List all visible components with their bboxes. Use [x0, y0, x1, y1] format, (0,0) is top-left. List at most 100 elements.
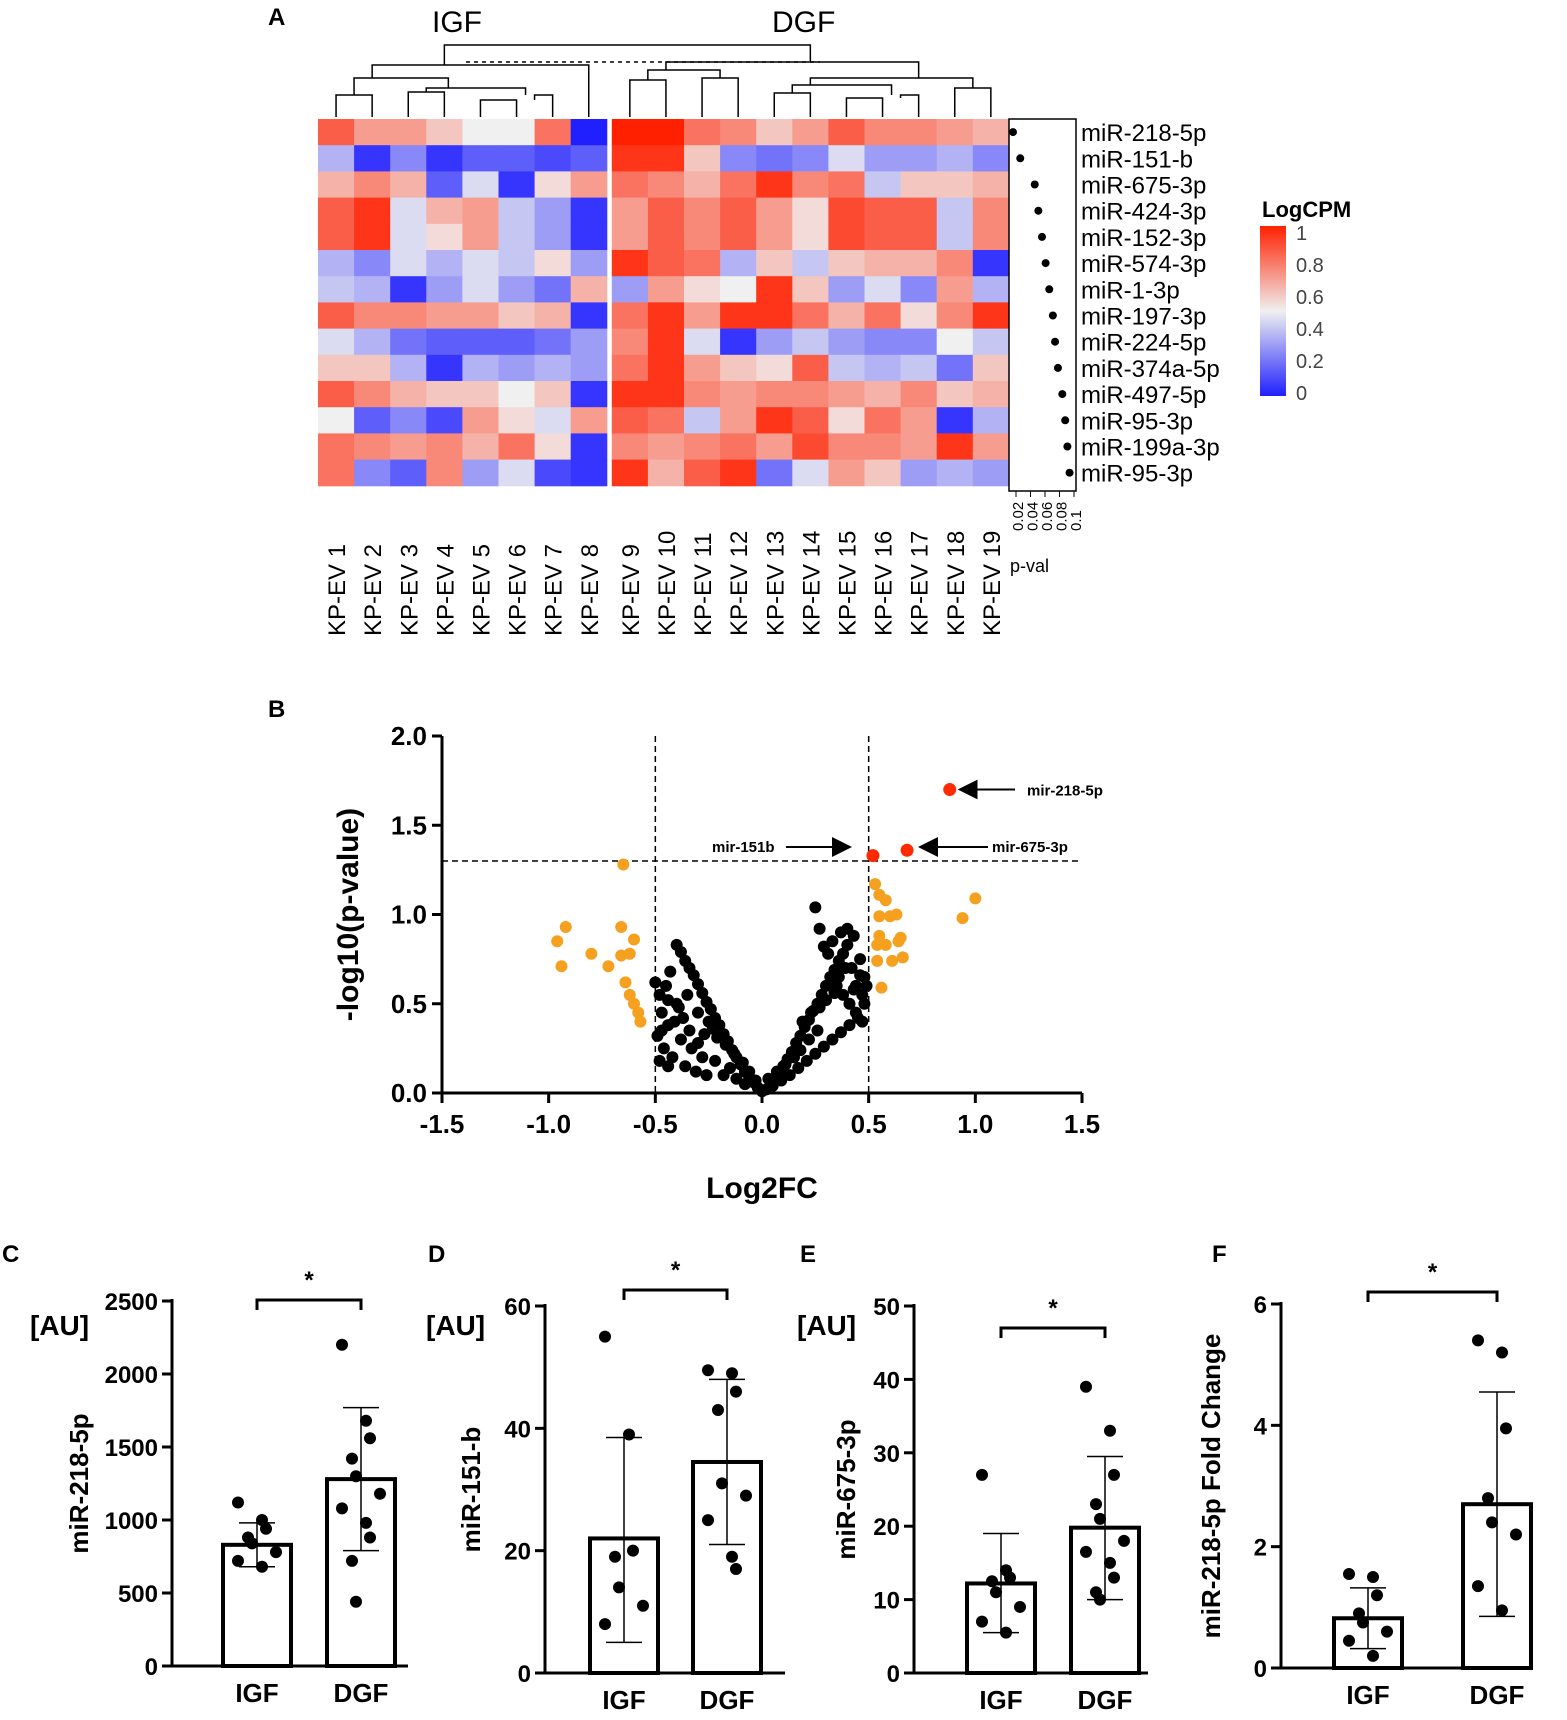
heatmap-cell	[756, 145, 793, 172]
dendrogram-link	[647, 69, 721, 80]
heatmap-cell	[390, 119, 427, 146]
data-point	[1381, 1625, 1393, 1638]
heatmap-cell	[354, 171, 391, 199]
y-tick-label: 4	[1254, 1413, 1268, 1440]
data-point	[990, 1586, 1002, 1599]
heatmap-cell	[462, 276, 499, 303]
heatmap-cell	[647, 433, 685, 461]
pval-tick-label: 0.04	[1025, 502, 1042, 531]
heatmap-cell	[426, 407, 463, 434]
x-tick-label: IGF	[235, 1678, 278, 1708]
heatmap-cell	[354, 459, 391, 487]
dendrogram-link	[773, 92, 812, 117]
heatmap-cell	[972, 119, 1010, 146]
heatmap-cell	[498, 171, 536, 199]
point-ns	[847, 983, 860, 996]
heatmap-cell	[756, 250, 793, 277]
heatmap-cell	[534, 381, 572, 408]
heatmap-cell	[570, 223, 608, 251]
dendrogram-link	[533, 94, 554, 117]
heatmap-cell	[534, 328, 572, 356]
heatmap-cell	[900, 328, 938, 356]
heatmap-cell	[756, 223, 793, 251]
heatmap-cell	[318, 223, 355, 251]
heatmap-cell	[318, 302, 355, 330]
y-tick-label: 0	[887, 1661, 900, 1688]
y-tick-label: 0	[518, 1661, 531, 1688]
heatmap-cell	[828, 381, 865, 408]
data-point	[712, 1403, 724, 1416]
heatmap-cell	[900, 381, 938, 408]
point-ns	[698, 1028, 711, 1041]
y-tick-label: 30	[873, 1441, 900, 1468]
point-ns	[813, 922, 826, 935]
heatmap-cell	[534, 223, 572, 251]
point-ns	[839, 962, 852, 975]
heatmap-cell	[462, 171, 499, 199]
pval-dot	[1053, 363, 1062, 372]
heatmap-cell	[756, 302, 793, 330]
x-tick-label: DGF	[1078, 1685, 1133, 1715]
point-ns	[657, 1042, 670, 1055]
heatmap-cell	[900, 276, 938, 303]
heatmap-cell	[828, 223, 865, 251]
point-trend	[873, 910, 886, 923]
heatmap-cell	[611, 197, 649, 225]
data-point	[270, 1546, 282, 1559]
heatmap-cell	[756, 171, 793, 199]
heatmap-cell	[792, 171, 829, 199]
heatmap-cell	[611, 433, 649, 461]
heatmap-cell	[462, 381, 499, 408]
heatmap-cell	[534, 276, 572, 303]
heatmap-cell	[936, 145, 974, 172]
data-point	[740, 1489, 752, 1502]
data-point	[1371, 1589, 1383, 1602]
column-label: KP-EV 6	[505, 544, 532, 636]
panel-label-a: A	[268, 4, 285, 31]
heatmap-cell	[720, 171, 757, 199]
column-label: KP-EV 7	[541, 544, 568, 636]
heatmap-cell	[498, 276, 536, 303]
point-ns	[662, 994, 675, 1007]
legend-tick-label: 0.6	[1296, 287, 1324, 309]
heatmap-cell	[720, 276, 757, 303]
heatmap-cell	[462, 433, 499, 461]
heatmap-cell	[900, 250, 938, 277]
heatmap-cell	[426, 197, 463, 225]
legend-colorbar	[1260, 226, 1286, 396]
point-ns	[649, 976, 662, 989]
data-point	[702, 1364, 714, 1377]
y-tick-label: 500	[118, 1581, 158, 1608]
point-ns	[736, 1056, 749, 1069]
heatmap-cell	[390, 433, 427, 461]
data-point	[1004, 1571, 1016, 1584]
heatmap-cell	[426, 145, 463, 172]
point-ns	[828, 987, 841, 1000]
data-point	[360, 1414, 372, 1427]
point-trend	[619, 976, 632, 989]
heatmap-cell	[498, 354, 536, 382]
column-label: KP-EV 11	[690, 532, 717, 636]
heatmap-cell	[792, 407, 829, 434]
data-point	[1357, 1616, 1369, 1629]
heatmap-cell	[900, 459, 938, 487]
heatmap-cell	[390, 145, 427, 172]
dendrogram-link	[407, 91, 446, 117]
row-label: miR-95-3p	[1081, 408, 1193, 435]
heatmap-cell	[684, 223, 721, 251]
y-tick-label: 40	[873, 1367, 900, 1394]
heatmap-cell	[318, 433, 355, 461]
y-tick-label: 1500	[105, 1435, 158, 1462]
heatmap-cell	[684, 302, 721, 330]
heatmap-cell	[792, 354, 829, 382]
point-ns	[653, 1054, 666, 1067]
heatmap-cell	[900, 302, 938, 330]
data-point	[1108, 1571, 1120, 1584]
point-ns	[679, 954, 692, 967]
point-ns	[749, 1074, 762, 1087]
heatmap-cell	[972, 302, 1010, 330]
pval-dot	[1009, 128, 1017, 137]
heatmap-cell	[462, 119, 499, 146]
heatmap-cell	[570, 276, 608, 303]
point-ns	[834, 1026, 847, 1039]
